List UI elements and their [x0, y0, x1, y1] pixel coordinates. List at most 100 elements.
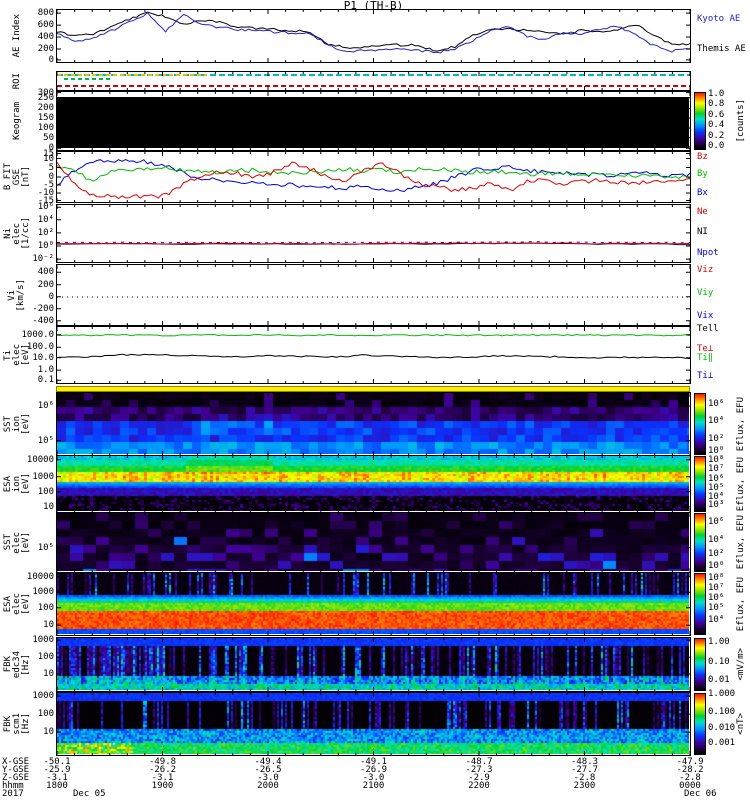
panel-left-label-fbk_scm: FBK scm1 [Hz]	[2, 693, 32, 755]
colorbar-tick-label-keogram: 0.6	[708, 109, 725, 120]
colorbar-tick-label-fbk_scm: 1.000	[708, 689, 736, 700]
right-series-label-ti: Ti‖	[697, 353, 714, 364]
xaxis-tick-y_gse: -27.7	[570, 765, 599, 775]
xaxis-tick-y_gse: -26.9	[359, 765, 388, 775]
ytick-label-vi: 0	[48, 291, 54, 302]
spectrogram-canvas-esa_elec	[57, 573, 689, 634]
colorbar-tick-label-keogram: 0.2	[708, 130, 725, 141]
ytick-label-vi: 200	[37, 279, 54, 290]
right-series-label-ae: Kyoto AE	[697, 14, 741, 25]
ytick-label-fbk_edc: 10	[43, 669, 54, 680]
ytick-label-fbk_scm: 1000	[32, 691, 54, 702]
xaxis-tick-y_gse: -27.3	[465, 765, 493, 775]
xaxis-tick-x_gse: -47.9	[676, 757, 704, 767]
xaxis-tick-z_gse: -2.9	[468, 773, 490, 783]
colorbar-esa_ion	[694, 456, 706, 512]
colorbar-esa_elec	[694, 573, 706, 635]
ytick-label-ni: 10⁰	[37, 241, 54, 252]
ytick-label-ae: 800	[37, 8, 54, 19]
xaxis-tick-x_gse: -50.1	[43, 757, 71, 767]
ytick-label-esa_ion: 10000	[26, 454, 54, 465]
ytick-label-fbk_edc: 100	[37, 652, 54, 663]
colorbar-tick-label-esa_ion: 10⁷	[708, 464, 725, 475]
ytick-label-keogram: 50	[43, 132, 54, 143]
ytick-label-keogram: 100	[37, 122, 54, 133]
panel-left-label-fbk_edc: FBK edc34 [Hz]	[2, 638, 32, 691]
right-series-label-ti: Ti⊥	[697, 371, 714, 382]
ytick-label-ti: 1.0	[37, 365, 54, 376]
colorbar-sst_elec	[694, 513, 706, 572]
colorbar-tick-label-esa_elec: 10⁵	[708, 602, 725, 613]
ytick-label-esa_elec: 1000	[32, 587, 54, 598]
colorbar-tick-label-esa_ion: 10⁸	[708, 454, 725, 465]
ytick-label-keogram: 300	[37, 87, 54, 98]
xaxis-row-label: Y-GSE	[2, 765, 30, 775]
colorbar-tick-label-keogram: 0.4	[708, 120, 725, 131]
ytick-label-ae: 600	[37, 20, 54, 31]
ytick-label-sst_elec: 10⁵	[37, 542, 54, 553]
ytick-label-ti: 0.1	[37, 375, 54, 386]
ytick-label-keogram: 0	[48, 143, 54, 154]
spectrogram-canvas-sst_ion	[57, 393, 689, 454]
colorbar-unit-label-esa_elec: Eflux, EFU	[735, 573, 748, 635]
ytick-label-bfit: 15	[43, 148, 54, 159]
xaxis-tick-x_gse: -49.1	[359, 757, 388, 767]
ytick-label-ni: 10²	[37, 227, 54, 238]
right-series-label-bfit: Bz	[697, 152, 708, 162]
xaxis-tick-time: 2100	[362, 781, 385, 791]
panel-box-ni	[56, 204, 691, 263]
xaxis-tick-x_gse: -48.3	[570, 757, 599, 767]
panel-box-vi	[56, 264, 691, 326]
right-series-label-bfit: Bx	[697, 188, 708, 198]
ytick-label-sst_ion: 10⁶	[37, 401, 54, 412]
panel-box-bfit	[56, 151, 691, 203]
xaxis-tick-z_gse: -3.0	[257, 773, 279, 783]
right-series-label-bfit: By	[697, 169, 708, 179]
xaxis-date-label: Dec 05	[73, 789, 106, 799]
xaxis-tick-time: 2300	[573, 781, 596, 791]
ytick-label-bfit: -10	[37, 188, 54, 198]
colorbar-tick-label-sst_elec: 10⁰	[708, 561, 725, 572]
ytick-label-esa_elec: 100	[37, 602, 54, 613]
colorbar-tick-label-esa_elec: 10⁸	[708, 572, 725, 583]
xaxis-tick-time: 1900	[151, 781, 174, 791]
ytick-label-bfit: 5	[48, 162, 54, 173]
colorbar-unit-label-sst_elec: Eflux, EFU	[735, 513, 748, 572]
colorbar-fbk_edc	[694, 638, 706, 691]
colorbar-unit-text: Eflux, EFU	[736, 576, 746, 632]
panel-left-label-line: ROI	[11, 72, 22, 90]
ytick-label-bfit: 0	[48, 172, 54, 182]
panel-box-ti	[56, 326, 691, 384]
colorbar-tick-label-esa_ion: 10⁵	[708, 482, 725, 493]
colorbar-tick-label-fbk_edc: 0.01	[708, 674, 730, 685]
spectrogram-canvas-sst_elec	[57, 513, 689, 571]
colorbar-unit-label-fbk_scm: <nT>	[735, 693, 748, 755]
xaxis-tick-time: 2000	[257, 781, 279, 791]
roi-line-red	[57, 85, 690, 87]
xaxis-tick-time: 0000	[679, 781, 701, 791]
colorbar-tick-label-sst_ion: 10²	[708, 433, 725, 444]
colorbar-tick-label-esa_ion: 10³	[708, 499, 725, 510]
spectrogram-canvas-fbk_scm	[57, 693, 689, 754]
colorbar-tick-label-sst_elec: 10²	[708, 549, 725, 560]
xaxis-tick-time: 2200	[468, 781, 490, 791]
right-series-label-ae: Themis AE	[697, 44, 746, 54]
right-series-label-ni: NI	[697, 227, 708, 238]
colorbar-unit-text: <mV/m>	[736, 648, 746, 681]
panel-box-ae	[56, 9, 691, 63]
ytick-label-ti: 1000.0	[21, 329, 54, 340]
colorbar-tick-label-esa_elec: 10⁴	[708, 614, 725, 625]
ytick-label-ae: 200	[37, 44, 54, 54]
colorbar-fbk_scm	[694, 693, 706, 755]
yellow-separator-bar	[56, 386, 690, 392]
ytick-label-keogram: 250	[37, 92, 54, 103]
colorbar-unit-text: Eflux, EFU	[736, 456, 746, 512]
roi-line-green	[64, 78, 110, 80]
colorbar-tick-label-sst_ion: 10⁴	[708, 415, 725, 426]
right-series-label-vi: Viy	[697, 288, 714, 299]
colorbar-tick-label-sst_elec: 10⁴	[708, 534, 725, 545]
xaxis-tick-x_gse: -48.7	[465, 757, 493, 767]
panel-left-label-sst_elec: SST elec [eV]	[2, 513, 32, 572]
colorbar-tick-label-fbk_scm: 0.100	[708, 707, 736, 718]
ytick-label-ni: 10⁻²	[32, 254, 54, 265]
